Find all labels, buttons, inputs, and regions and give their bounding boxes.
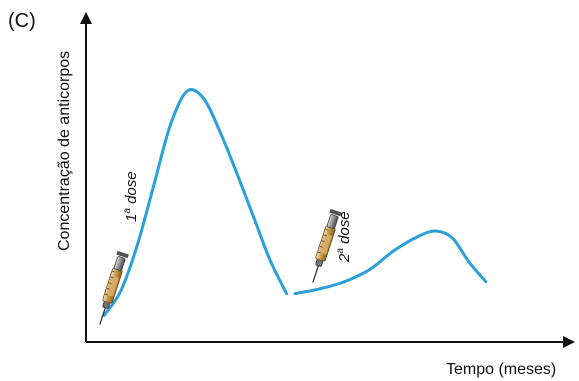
syringe-needle-2 <box>312 264 320 283</box>
syringe-tick-1-5 <box>104 293 108 296</box>
syringe-tick-1-3 <box>108 282 112 284</box>
syringe-tick-2-4 <box>319 245 323 248</box>
y-axis-arrow-icon <box>80 12 92 24</box>
syringe-tick-2-1 <box>325 228 329 231</box>
syringe-tick-2-5 <box>317 251 321 254</box>
dose-word-1: dose <box>123 171 140 208</box>
syringe-handle-2 <box>329 209 342 217</box>
syringe-plunger-1 <box>113 256 126 272</box>
x-axis-arrow-icon <box>563 336 575 348</box>
series-line-1 <box>102 88 289 317</box>
syringe-tick-1-1 <box>112 270 116 273</box>
syringe-fluid-1 <box>105 275 119 297</box>
y-axis-label: Concentração de anticorpos <box>56 51 73 251</box>
dose-word-2: dose <box>336 211 353 248</box>
series-line-2 <box>293 229 488 296</box>
syringe-tick-2-2 <box>323 234 327 237</box>
syringe-icon <box>99 251 129 325</box>
syringe-tick-1-2 <box>110 276 114 279</box>
axes <box>80 12 575 348</box>
syringe-fluid-2 <box>318 233 332 255</box>
dose-ordinal-2: 2 <box>336 253 353 263</box>
dose-ordinal-1: 1 <box>123 214 140 222</box>
syringe-tick-2-3 <box>321 240 325 242</box>
dose-label-2: 2a dose <box>335 211 353 263</box>
dose-superscript-2: a <box>335 248 346 254</box>
syringe-tick-1-4 <box>106 287 110 290</box>
dose-superscript-1: a <box>122 208 133 214</box>
curve-layer <box>102 88 488 317</box>
syringe-needle-1 <box>99 306 107 325</box>
syringe-icon <box>312 209 342 283</box>
panel-label: (C) <box>8 10 36 32</box>
syringe-handle-1 <box>116 251 129 259</box>
x-axis-label: Tempo (meses) <box>446 361 556 378</box>
syringe-plunger-2 <box>326 214 339 230</box>
dose-label-1: 1a dose <box>122 171 140 222</box>
